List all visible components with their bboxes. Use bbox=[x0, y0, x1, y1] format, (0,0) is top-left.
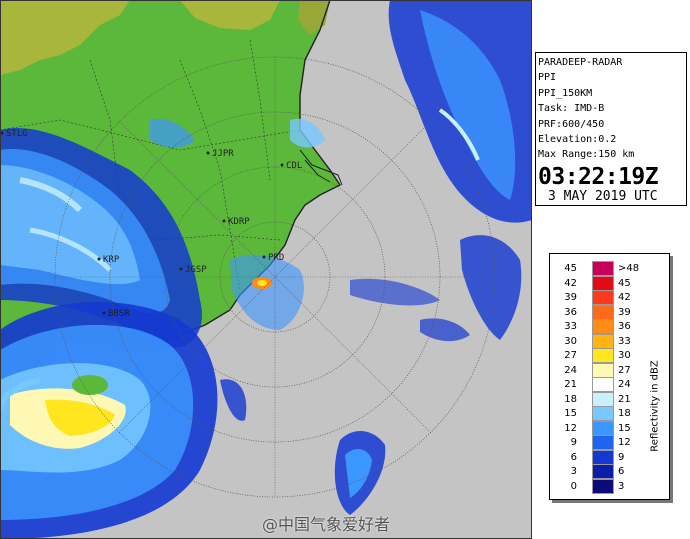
place-marker bbox=[280, 163, 284, 167]
legend-swatch bbox=[592, 406, 614, 421]
legend-low-value: 45 bbox=[564, 263, 577, 274]
legend-high-value: 15 bbox=[618, 422, 631, 434]
legend-row: 33 36 bbox=[550, 319, 669, 334]
legend-high-value: 24 bbox=[618, 379, 631, 390]
place-label: CDL bbox=[286, 161, 302, 171]
legend-swatch bbox=[592, 275, 614, 291]
legend-high-value: 30 bbox=[618, 350, 631, 361]
info-time: 03:22:19Z bbox=[538, 163, 659, 190]
legend-low-value: 15 bbox=[564, 408, 577, 419]
legend-row: 45 >48 bbox=[550, 261, 669, 276]
info-prf: PRF:600/450 bbox=[538, 118, 605, 130]
legend-swatch bbox=[592, 261, 614, 276]
legend-swatch bbox=[592, 435, 614, 450]
place-marker bbox=[206, 151, 210, 155]
info-elevation: Elevation:0.2 bbox=[538, 134, 617, 146]
place-labels: JJPR CDL KDRP PRD JGSP KRP STLG BBSR bbox=[0, 129, 302, 319]
legend-low-value: 12 bbox=[564, 422, 577, 434]
radar-info-panel: PARADEEP-RADAR PPI PPI_150KM Task: IMD-B… bbox=[535, 52, 687, 206]
legend-low-value: 30 bbox=[564, 335, 577, 347]
place-marker bbox=[102, 311, 106, 315]
legend-low-value: 9 bbox=[570, 437, 577, 448]
legend-high-value: 45 bbox=[618, 277, 631, 289]
legend-high-value: 42 bbox=[618, 292, 631, 303]
reflectivity-legend: 45 >48 42 45 39 42 36 39 33 36 30 33 27 30 24 27 21 24 18 2… bbox=[549, 253, 670, 500]
legend-title: Reflectivity in dBZ bbox=[649, 360, 661, 452]
legend-low-value: 18 bbox=[564, 393, 577, 405]
legend-high-value: 18 bbox=[618, 408, 631, 419]
legend-row: 39 42 bbox=[550, 290, 669, 305]
legend-low-value: 27 bbox=[564, 350, 577, 361]
place-label: BBSR bbox=[108, 309, 130, 319]
legend-row: 12 15 bbox=[550, 420, 669, 436]
legend-low-value: 39 bbox=[564, 292, 577, 303]
place-marker bbox=[262, 255, 266, 259]
storm-echoes bbox=[0, 0, 532, 539]
legend-low-value: 0 bbox=[570, 480, 577, 492]
radar-map: JJPR CDL KDRP PRD JGSP KRP STLG BBSR bbox=[0, 0, 532, 539]
legend-low-value: 21 bbox=[564, 379, 577, 390]
place-label: KRP bbox=[103, 255, 120, 265]
legend-swatch bbox=[592, 333, 614, 349]
info-range-product: PPI_150KM bbox=[538, 87, 593, 99]
legend-swatch bbox=[592, 348, 614, 363]
legend-low-value: 36 bbox=[564, 306, 577, 318]
legend-swatch bbox=[592, 449, 614, 465]
place-label: JJPR bbox=[212, 149, 234, 159]
place-label: KDRP bbox=[228, 217, 250, 227]
legend-high-value: 6 bbox=[618, 466, 625, 477]
info-task: Task: IMD-B bbox=[538, 103, 605, 115]
legend-high-value: 21 bbox=[618, 393, 631, 405]
legend-row: 42 45 bbox=[550, 275, 669, 291]
legend-high-value: 39 bbox=[618, 306, 631, 318]
coastline bbox=[149, 0, 342, 353]
legend-row: 18 21 bbox=[550, 391, 669, 407]
info-date: 3 MAY 2019 UTC bbox=[548, 188, 658, 204]
info-product: PPI bbox=[538, 72, 557, 84]
legend-title-box: Reflectivity in dBZ bbox=[647, 316, 663, 496]
place-label: JGSP bbox=[185, 265, 207, 275]
legend-low-value: 3 bbox=[570, 466, 577, 477]
legend-high-value: 36 bbox=[618, 321, 631, 332]
place-marker bbox=[222, 219, 226, 223]
legend-swatch bbox=[592, 304, 614, 320]
legend-high-value: 27 bbox=[618, 364, 631, 376]
legend-swatch bbox=[592, 290, 614, 305]
legend-low-value: 33 bbox=[564, 321, 577, 332]
legend-low-value: 42 bbox=[564, 277, 577, 289]
legend-high-value: 33 bbox=[618, 335, 631, 347]
watermark: @中国气象爱好者 bbox=[262, 515, 391, 534]
place-marker bbox=[179, 267, 183, 271]
legend-swatch bbox=[592, 319, 614, 334]
hills-area bbox=[0, 0, 130, 75]
info-max-range: Max Range:150 km bbox=[538, 149, 635, 161]
legend-high-value: >48 bbox=[618, 263, 640, 274]
legend-swatch bbox=[592, 362, 614, 378]
place-marker bbox=[97, 257, 101, 261]
legend-high-value: 12 bbox=[618, 437, 631, 448]
legend-swatch bbox=[592, 420, 614, 436]
legend-swatch bbox=[592, 391, 614, 407]
legend-swatch bbox=[592, 478, 614, 494]
legend-high-value: 3 bbox=[618, 480, 625, 492]
legend-low-value: 6 bbox=[570, 451, 577, 463]
legend-high-value: 9 bbox=[618, 451, 625, 463]
legend-row: 27 30 bbox=[550, 348, 669, 363]
legend-swatch bbox=[592, 464, 614, 479]
place-marker bbox=[0, 131, 4, 135]
legend-low-value: 24 bbox=[564, 364, 577, 376]
place-label: STLG bbox=[6, 129, 28, 139]
place-label: PRD bbox=[268, 253, 284, 263]
legend-swatch bbox=[592, 377, 614, 392]
info-station: PARADEEP-RADAR bbox=[538, 57, 623, 68]
